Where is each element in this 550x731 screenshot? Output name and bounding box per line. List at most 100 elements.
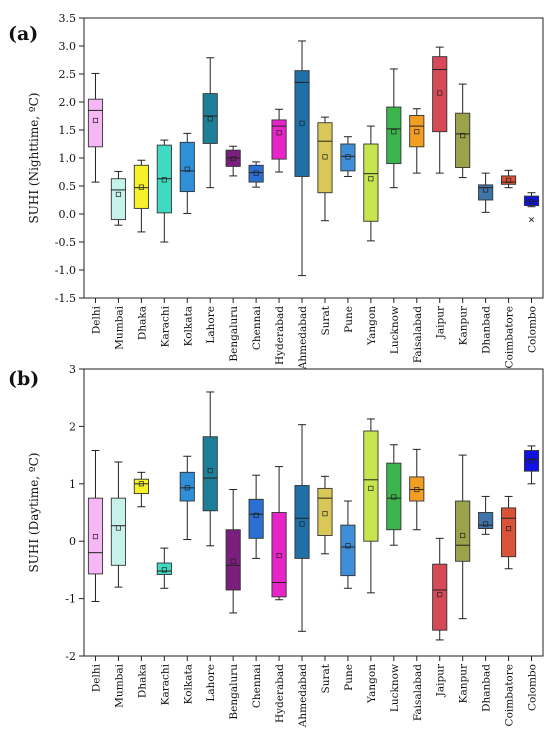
y-tick-label: -1: [65, 593, 76, 606]
category-label-kolkata: Kolkata: [182, 306, 194, 346]
mean-marker-kolkata: [184, 485, 190, 491]
y-tick-label: 2.5: [59, 68, 77, 81]
category-label-dhaka: Dhaka: [136, 306, 148, 340]
category-label-karachi: Karachi: [159, 663, 171, 705]
category-label-surat: Surat: [320, 663, 332, 693]
y-tick-label: -0.5: [55, 236, 76, 249]
category-label-coimbatore: Coimbatore: [504, 664, 516, 726]
mean-marker-bengaluru: [230, 558, 236, 564]
category-label-colombo: Colombo: [527, 664, 539, 711]
mean-marker-dhaka: [138, 481, 144, 487]
category-label-kanpur: Kanpur: [458, 305, 470, 345]
box-hyderabad: [271, 119, 287, 160]
category-label-kanpur: Kanpur: [458, 663, 470, 703]
y-tick-label: 3: [69, 363, 76, 376]
box-kolkata: [179, 471, 195, 502]
mean-marker-mumbai: [115, 525, 121, 531]
mean-marker-dhaka: [138, 184, 144, 190]
category-label-jaipur: Jaipur: [435, 305, 447, 339]
mean-marker-delhi: [92, 117, 99, 124]
category-label-hyderabad: Hyderabad: [274, 306, 286, 365]
box-surat: [317, 122, 333, 194]
mean-marker-pune: [345, 543, 351, 549]
box-coimbatore: [501, 175, 517, 185]
y-tick-label: 3.0: [59, 40, 77, 53]
mean-marker-kanpur: [460, 532, 466, 539]
box-surat: [317, 487, 333, 536]
mean-marker-surat: [322, 154, 328, 160]
mean-marker-karachi: [161, 177, 167, 183]
y-axis-label: SUHI (Nighttime, ºC): [27, 93, 41, 224]
category-label-bengaluru: Bengaluru: [228, 306, 240, 362]
mean-marker-karachi: [161, 567, 167, 573]
box-jaipur: [432, 563, 448, 631]
mean-marker-lahore: [207, 468, 213, 474]
box-chennai: [248, 498, 264, 539]
box-faisalabad: [409, 476, 425, 502]
mean-marker-delhi: [92, 534, 99, 540]
mean-marker-mumbai: [115, 191, 121, 197]
y-tick-label: 1: [69, 478, 76, 491]
category-label-yangon: Yangon: [366, 664, 378, 704]
mean-marker-chennai: [253, 512, 259, 518]
category-label-lahore: Lahore: [205, 664, 217, 702]
mean-marker-coimbatore: [506, 526, 512, 532]
panel-label: (a): [8, 23, 38, 45]
box-dhanbad: [478, 512, 494, 530]
box-kanpur: [455, 500, 471, 562]
box-chennai: [248, 164, 264, 183]
mean-marker-bengaluru: [230, 156, 236, 162]
category-label-dhanbad: Dhanbad: [481, 306, 493, 354]
y-tick-label: 1.5: [59, 124, 77, 137]
mean-marker-kanpur: [460, 133, 466, 139]
plot-frame: [83, 368, 544, 657]
mean-marker-lucknow: [391, 129, 397, 135]
mean-marker-yangon: [368, 176, 374, 182]
category-label-lucknow: Lucknow: [389, 306, 401, 354]
category-label-mumbai: Mumbai: [113, 305, 125, 349]
category-label-pune: Pune: [343, 306, 355, 333]
mean-marker-surat: [322, 511, 328, 517]
category-label-lucknow: Lucknow: [389, 664, 401, 712]
category-label-chennai: Chennai: [251, 663, 263, 708]
mean-marker-pune: [345, 154, 351, 160]
mean-marker-coimbatore: [506, 177, 512, 183]
box-yangon: [363, 143, 379, 222]
mean-marker-colombo: [528, 458, 535, 464]
category-label-colombo: Colombo: [527, 306, 539, 353]
mean-marker-faisalabad: [414, 486, 420, 493]
category-label-ahmedabad: Ahmedabad: [297, 306, 309, 370]
mean-marker-yangon: [368, 485, 374, 491]
mean-marker-jaipur: [437, 90, 443, 96]
box-mumbai: [110, 497, 126, 566]
mean-marker-dhanbad: [483, 521, 489, 527]
category-label-dhanbad: Dhanbad: [481, 664, 493, 712]
y-tick-label: 0.5: [59, 180, 77, 193]
box-karachi: [156, 562, 172, 575]
box-jaipur: [432, 56, 448, 133]
box-lucknow: [386, 462, 402, 531]
category-label-coimbatore: Coimbatore: [504, 306, 516, 368]
box-lahore: [202, 436, 218, 512]
mean-marker-hyderabad: [276, 130, 282, 136]
box-bengaluru: [225, 529, 241, 591]
box-pune: [340, 143, 356, 172]
mean-marker-jaipur: [437, 592, 443, 598]
mean-marker-faisalabad: [414, 129, 420, 135]
category-label-dhaka: Dhaka: [136, 664, 148, 698]
category-label-mumbai: Mumbai: [113, 663, 125, 707]
box-coimbatore: [501, 507, 517, 558]
plot-frame: [83, 17, 544, 299]
category-label-karachi: Karachi: [159, 305, 171, 347]
category-label-delhi: Delhi: [90, 305, 102, 334]
y-tick-label: 0: [69, 535, 76, 548]
category-label-hyderabad: Hyderabad: [274, 664, 286, 723]
mean-marker-hyderabad: [276, 552, 282, 559]
box-delhi: [87, 497, 104, 575]
mean-marker-ahmedabad: [299, 521, 305, 527]
box-dhaka: [133, 164, 149, 209]
box-kanpur: [455, 112, 471, 168]
y-tick-label: 0.0: [59, 208, 77, 221]
category-label-yangon: Yangon: [366, 306, 378, 346]
